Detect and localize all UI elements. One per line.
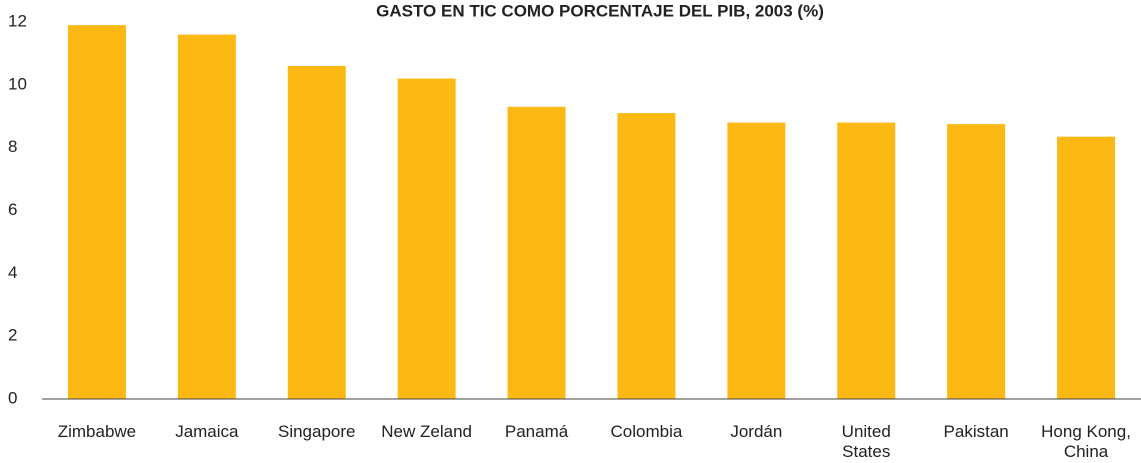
x-tick-label: United States [841,422,891,461]
y-tick-label: 0 [8,388,17,407]
x-tick-label: Zimbabwe [57,422,137,441]
bar [287,65,346,399]
bar [837,122,896,400]
bar [727,122,786,400]
x-tick-label: Hong Kong, China [1041,422,1131,461]
y-tick-label: 12 [8,11,27,30]
y-tick-label: 10 [8,74,27,93]
y-tick-label: 6 [8,200,17,219]
bar [177,34,236,400]
x-tick-label: Jamaica [175,422,239,441]
bar [397,78,456,400]
x-tick-label: Colombia [610,422,683,441]
y-tick-label: 4 [8,263,17,282]
bar [67,25,126,400]
y-tick-label: 8 [8,137,17,156]
y-tick-label: 2 [8,326,17,345]
x-tick-label: Jordán [730,422,783,441]
x-tick-label: Pakistan [943,422,1009,441]
bar [947,124,1006,400]
chart-title: GASTO EN TIC COMO PORCENTAJE DEL PIB, 20… [376,1,824,20]
bar [617,113,676,399]
x-tick-label: New Zeland [381,422,472,441]
x-tick-label: Singapore [277,422,356,441]
bar [507,106,566,399]
x-tick-label: Panamá [504,422,569,441]
bar [1057,136,1116,399]
